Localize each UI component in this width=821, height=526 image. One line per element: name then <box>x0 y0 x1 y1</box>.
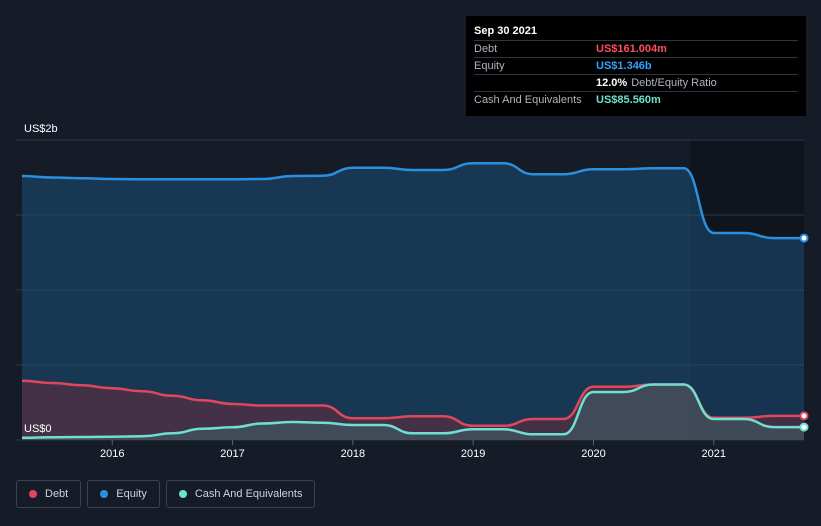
tooltip-date: Sep 30 2021 <box>474 25 537 37</box>
tooltip-row-debt: Debt US$161.004m <box>474 40 798 57</box>
x-axis-ticks: 2016 2017 2018 2019 2020 2021 <box>100 440 726 460</box>
legend-dot-icon <box>178 490 187 498</box>
series-areas <box>22 163 804 441</box>
tooltip-label: Equity <box>474 60 505 72</box>
endpoint-debt <box>799 411 809 421</box>
line-equity <box>21 162 804 240</box>
tooltip-value: US$161.004m <box>596 43 667 55</box>
tooltip-value: US$1.346b <box>596 60 652 72</box>
line-cash-and-equivalents <box>21 383 804 440</box>
x-tick-label: 2021 <box>702 448 726 460</box>
endpoint-equity <box>799 233 809 243</box>
series-endpoints <box>799 233 809 432</box>
tooltip-label: Debt <box>474 43 498 55</box>
legend-item-cash[interactable]: Cash And Equivalents <box>165 480 316 508</box>
y-axis-top-label: US$2b <box>24 123 58 135</box>
tooltip-sub: Debt/Equity Ratio <box>631 77 717 89</box>
tooltip-label: Cash And Equivalents <box>474 94 582 106</box>
legend-item-equity[interactable]: Equity <box>87 480 160 508</box>
x-tick-label: 2017 <box>220 448 244 460</box>
x-tick-label: 2020 <box>581 448 605 460</box>
tooltip-label <box>474 75 596 91</box>
chart-legend: Debt Equity Cash And Equivalents <box>16 480 316 508</box>
tooltip-row-cash: Cash And Equivalents US$85.560m <box>474 91 798 108</box>
area-cash-and-equivalents <box>22 384 804 440</box>
x-tick-label: 2018 <box>341 448 365 460</box>
area-equity <box>22 163 804 441</box>
legend-label: Debt <box>45 488 69 500</box>
legend-label: Equity <box>116 488 147 500</box>
tooltip-value: US$85.560m <box>596 94 661 106</box>
series-lines <box>21 162 804 440</box>
area-debt <box>22 380 804 440</box>
y-axis-bottom-label: US$0 <box>24 423 52 435</box>
tooltip-value: 12.0% <box>596 77 628 89</box>
data-tooltip: Sep 30 2021 Debt US$161.004m Equity US$1… <box>466 16 806 116</box>
x-tick-label: 2016 <box>100 448 124 460</box>
x-tick-label: 2019 <box>461 448 485 460</box>
legend-dot-icon <box>100 490 109 498</box>
tooltip-row-ratio: 12.0% Debt/Equity Ratio <box>474 74 798 91</box>
legend-label: Cash And Equivalents <box>194 488 303 500</box>
endpoint-cash-and-equivalents <box>799 422 809 432</box>
legend-item-debt[interactable]: Debt <box>16 480 82 508</box>
tooltip-row-equity: Equity US$1.346b <box>474 57 798 74</box>
legend-dot-icon <box>29 490 37 498</box>
